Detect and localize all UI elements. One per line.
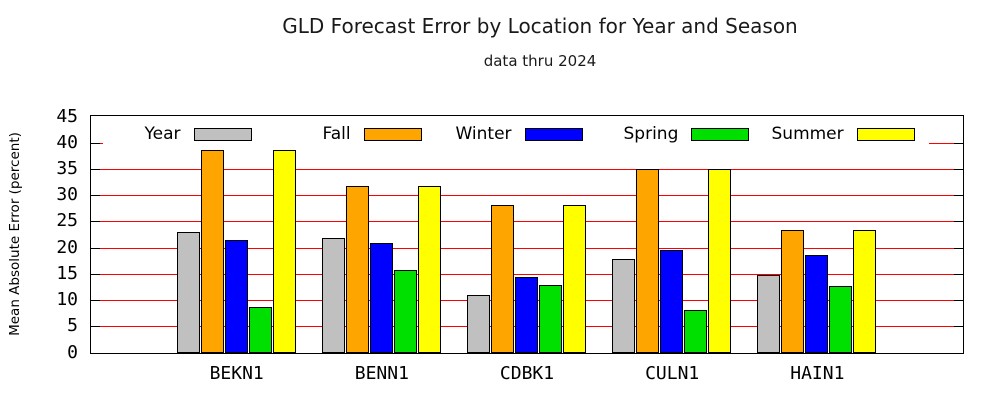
bar-group-HAIN1 (757, 229, 877, 353)
bar-BEKN1-summer (272, 149, 296, 353)
left-tick-y15 (91, 273, 100, 275)
legend-swatch-fall (363, 127, 422, 141)
left-tick-y35 (91, 168, 100, 170)
chart-subtitle: data thru 2024 (483, 52, 597, 70)
bar-BENN1-winter (369, 243, 393, 353)
y-tick-label-30: 30 (56, 184, 78, 206)
legend-swatch-winter (524, 127, 583, 141)
legend-swatch-spring (691, 127, 750, 141)
gridline-y15 (91, 273, 963, 275)
bar-group-BEKN1 (176, 149, 296, 353)
bar-BENN1-year (321, 238, 345, 353)
bar-CULN1-summer (708, 169, 732, 353)
bar-CDBK1-year (467, 295, 490, 353)
right-tick-y40 (954, 142, 963, 144)
right-tick-y10 (954, 300, 963, 302)
x-tick-label-CULN1: CULN1 (645, 363, 700, 384)
y-tick-label-35: 35 (56, 157, 78, 179)
bar-BEKN1-year (176, 231, 200, 353)
legend-label-year: Year (144, 124, 181, 144)
y-tick-label-15: 15 (56, 262, 78, 284)
bar-CULN1-winter (660, 249, 684, 353)
left-tick-y10 (91, 300, 100, 302)
bar-BEKN1-spring (248, 307, 272, 353)
gridline-y20 (91, 247, 963, 249)
left-tick-y5 (91, 326, 100, 328)
bar-BENN1-fall (345, 186, 369, 353)
bar-CDBK1-summer (563, 205, 586, 353)
chart-title: GLD Forecast Error by Location for Year … (282, 14, 798, 38)
legend-label-fall: Fall (322, 124, 351, 144)
y-tick-label-25: 25 (56, 210, 78, 232)
x-tick-label-CDBK1: CDBK1 (499, 363, 555, 384)
legend-item-winter: Winter (456, 123, 583, 145)
bar-CULN1-fall (636, 169, 660, 353)
y-tick-label-10: 10 (56, 289, 78, 311)
x-tick-label-HAIN1: HAIN1 (790, 363, 845, 384)
bar-CDBK1-fall (491, 205, 514, 353)
y-tick-label-45: 45 (56, 105, 78, 127)
x-tick-label-BENN1: BENN1 (354, 363, 409, 384)
y-axis-title: Mean Absolute Error (percent) (7, 132, 23, 336)
gridline-y35 (91, 168, 963, 170)
right-tick-y35 (954, 168, 963, 170)
plot-area: Year Fall Winter Spring Summer (90, 115, 964, 354)
x-tick-label-BEKN1: BEKN1 (209, 363, 264, 384)
legend-item-year: Year (145, 123, 252, 145)
bar-HAIN1-fall (781, 229, 805, 353)
y-tick-label-40: 40 (56, 131, 78, 153)
y-tick-label-5: 5 (67, 315, 78, 337)
legend: Year Fall Winter Spring Summer (103, 123, 929, 145)
bar-BENN1-spring (393, 269, 417, 353)
legend-label-summer: Summer (771, 124, 844, 144)
bar-HAIN1-year (757, 275, 781, 353)
legend-item-spring: Spring (624, 123, 750, 145)
bar-group-CDBK1 (467, 205, 586, 353)
legend-label-winter: Winter (455, 124, 512, 144)
bar-CDBK1-spring (539, 284, 562, 353)
gridline-y25 (91, 221, 963, 223)
right-tick-y30 (954, 195, 963, 197)
right-tick-y20 (954, 247, 963, 249)
legend-item-summer: Summer (772, 123, 915, 145)
left-tick-y20 (91, 247, 100, 249)
bar-BEKN1-fall (200, 149, 224, 353)
bar-CULN1-spring (684, 310, 708, 353)
bar-CULN1-year (612, 259, 636, 353)
left-tick-y25 (91, 221, 100, 223)
y-tick-label-20: 20 (56, 236, 78, 258)
bar-HAIN1-winter (805, 254, 829, 353)
left-tick-y30 (91, 195, 100, 197)
legend-item-fall: Fall (323, 123, 422, 145)
legend-label-spring: Spring (623, 124, 679, 144)
bar-BENN1-summer (417, 186, 441, 353)
gridline-y30 (91, 195, 963, 197)
right-tick-y5 (954, 326, 963, 328)
bar-HAIN1-spring (829, 285, 853, 353)
right-tick-y15 (954, 273, 963, 275)
right-tick-y25 (954, 221, 963, 223)
bar-HAIN1-summer (853, 229, 877, 353)
left-tick-y40 (91, 142, 100, 144)
y-tick-label-0: 0 (67, 341, 78, 363)
legend-swatch-year (193, 127, 252, 141)
legend-swatch-summer (856, 127, 915, 141)
bar-CDBK1-winter (515, 276, 538, 353)
bar-group-CULN1 (612, 169, 732, 353)
bar-BEKN1-winter (224, 239, 248, 353)
bar-group-BENN1 (321, 186, 441, 353)
